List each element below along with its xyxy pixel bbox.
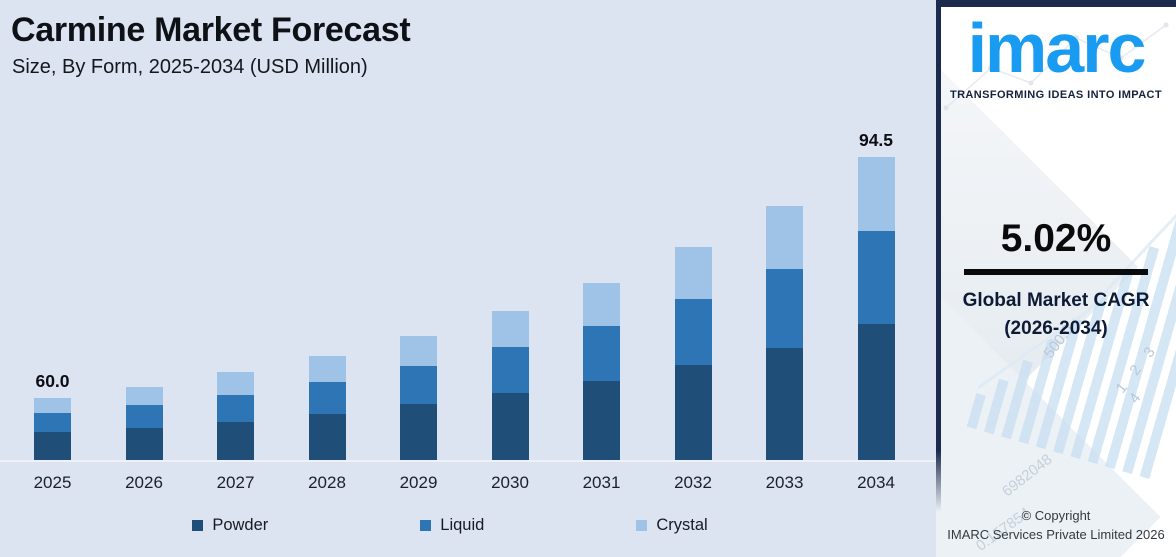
bar-segment-liquid: [674, 299, 712, 365]
legend: Powder Liquid Crystal: [0, 516, 918, 535]
bar-2027: [217, 372, 254, 460]
decor-mini-bar-chart: [966, 158, 1176, 480]
bar-segment-crystal: [34, 398, 71, 413]
imarc-logo: imarc TRANSFORMING IDEAS INTO IMPACT: [936, 7, 1176, 101]
copyright-line2: IMARC Services Private Limited 2026: [947, 527, 1165, 543]
bar-segment-powder: [491, 393, 529, 460]
bar-segment-liquid: [491, 347, 529, 393]
bar-segment-liquid: [125, 405, 163, 428]
bar-segment-powder: [766, 348, 803, 460]
bar-segment-powder: [674, 365, 712, 460]
bar-segment-liquid: [766, 269, 803, 348]
bar-segment-crystal: [125, 387, 163, 405]
copyright-line1: © Copyright: [1021, 508, 1091, 524]
bar-segment-crystal: [217, 372, 254, 395]
bar-2034: [857, 157, 895, 460]
x-axis-label-2032: 2032: [674, 473, 712, 492]
bar-2029: [400, 336, 437, 460]
branding-panel: 500.0 1 2 3 4 6982048 0.157854 imarc TRA…: [936, 0, 1176, 557]
bar-segment-crystal: [766, 206, 803, 269]
legend-swatch-crystal: [636, 520, 648, 531]
bar-segment-powder: [34, 432, 71, 460]
decor-network-pattern: [943, 22, 1169, 111]
bar-segment-crystal: [400, 336, 437, 366]
bar-2026: [125, 387, 163, 460]
x-axis-label-2026: 2026: [125, 473, 163, 492]
x-axis-line: [0, 460, 936, 462]
title-block: Carmine Market Forecast Size, By Form, 2…: [11, 11, 411, 79]
cagr-value: 5.02%: [1000, 217, 1112, 260]
imarc-logo-wordmark: imarc: [967, 9, 1147, 87]
x-axis-label-2025: 2025: [33, 473, 72, 492]
bar-segment-crystal: [308, 356, 346, 382]
legend-swatch-powder: [192, 520, 204, 531]
bar-segment-powder: [857, 324, 895, 460]
bar-segment-liquid: [34, 413, 71, 432]
x-axis-label-2030: 2030: [491, 473, 529, 492]
x-axis-label-2028: 2028: [308, 473, 346, 492]
bar-segment-powder: [308, 414, 346, 460]
bar-segment-powder: [217, 422, 254, 460]
x-axis-label-2029: 2029: [399, 473, 438, 492]
bar-segment-liquid: [217, 395, 254, 422]
legend-label-powder: Powder: [212, 516, 269, 534]
panel-content: imarc TRANSFORMING IDEAS INTO IMPACT 5.0…: [936, 7, 1176, 557]
bar-segment-crystal: [857, 157, 895, 231]
x-axis-label-2033: 2033: [765, 473, 804, 492]
cagr-stat-block: 5.02% Global Market CAGR (2026-2034): [936, 219, 1176, 342]
bar-segment-liquid: [857, 231, 895, 324]
cagr-label-line2: (2026-2034): [1004, 317, 1108, 339]
bar-2033: [766, 206, 803, 460]
chart-region: Carmine Market Forecast Size, By Form, 2…: [0, 11, 936, 535]
data-label-2025: 60.0: [35, 371, 70, 391]
cagr-label-line1: Global Market CAGR: [962, 290, 1150, 311]
bar-segment-crystal: [583, 283, 620, 326]
bar-2031: [583, 283, 620, 460]
legend-label-crystal: Crystal: [656, 516, 708, 534]
bar-segment-liquid: [400, 366, 437, 404]
page-title: Carmine Market Forecast: [11, 11, 411, 49]
bar-segment-crystal: [491, 311, 529, 347]
bar-segment-liquid: [308, 382, 346, 414]
panel-left-accent: [936, 7, 941, 512]
bar-segment-crystal: [674, 247, 712, 299]
legend-item-liquid: Liquid: [420, 516, 484, 535]
legend-label-liquid: Liquid: [440, 516, 485, 534]
x-axis-label-2027: 2027: [216, 473, 255, 492]
page-subtitle: Size, By Form, 2025-2034 (USD Million): [12, 56, 368, 79]
copyright-block: © Copyright IMARC Services Private Limit…: [936, 507, 1176, 545]
bar-segment-powder: [125, 428, 163, 460]
bar-2032: [674, 247, 712, 460]
bar-2030: [491, 311, 529, 460]
imarc-logo-tagline: TRANSFORMING IDEAS INTO IMPACT: [949, 89, 1163, 101]
x-axis-label-2031: 2031: [582, 473, 621, 492]
stat-underline: [964, 269, 1148, 275]
bar-2028: [308, 356, 346, 460]
x-axis-label-2034: 2034: [857, 473, 895, 492]
bar-segment-powder: [583, 381, 620, 460]
bar-segment-liquid: [583, 326, 620, 381]
legend-swatch-liquid: [420, 520, 432, 531]
plot-area: 2025 2026 2027 2028 2029 2030 2031 2032 2033 2034…: [33, 130, 895, 492]
data-label-2034: 94.5: [858, 130, 894, 150]
legend-item-crystal: Crystal: [636, 516, 708, 535]
legend-item-powder: Powder: [192, 516, 268, 535]
bar-2025: [34, 398, 71, 460]
bar-segment-powder: [400, 404, 437, 460]
